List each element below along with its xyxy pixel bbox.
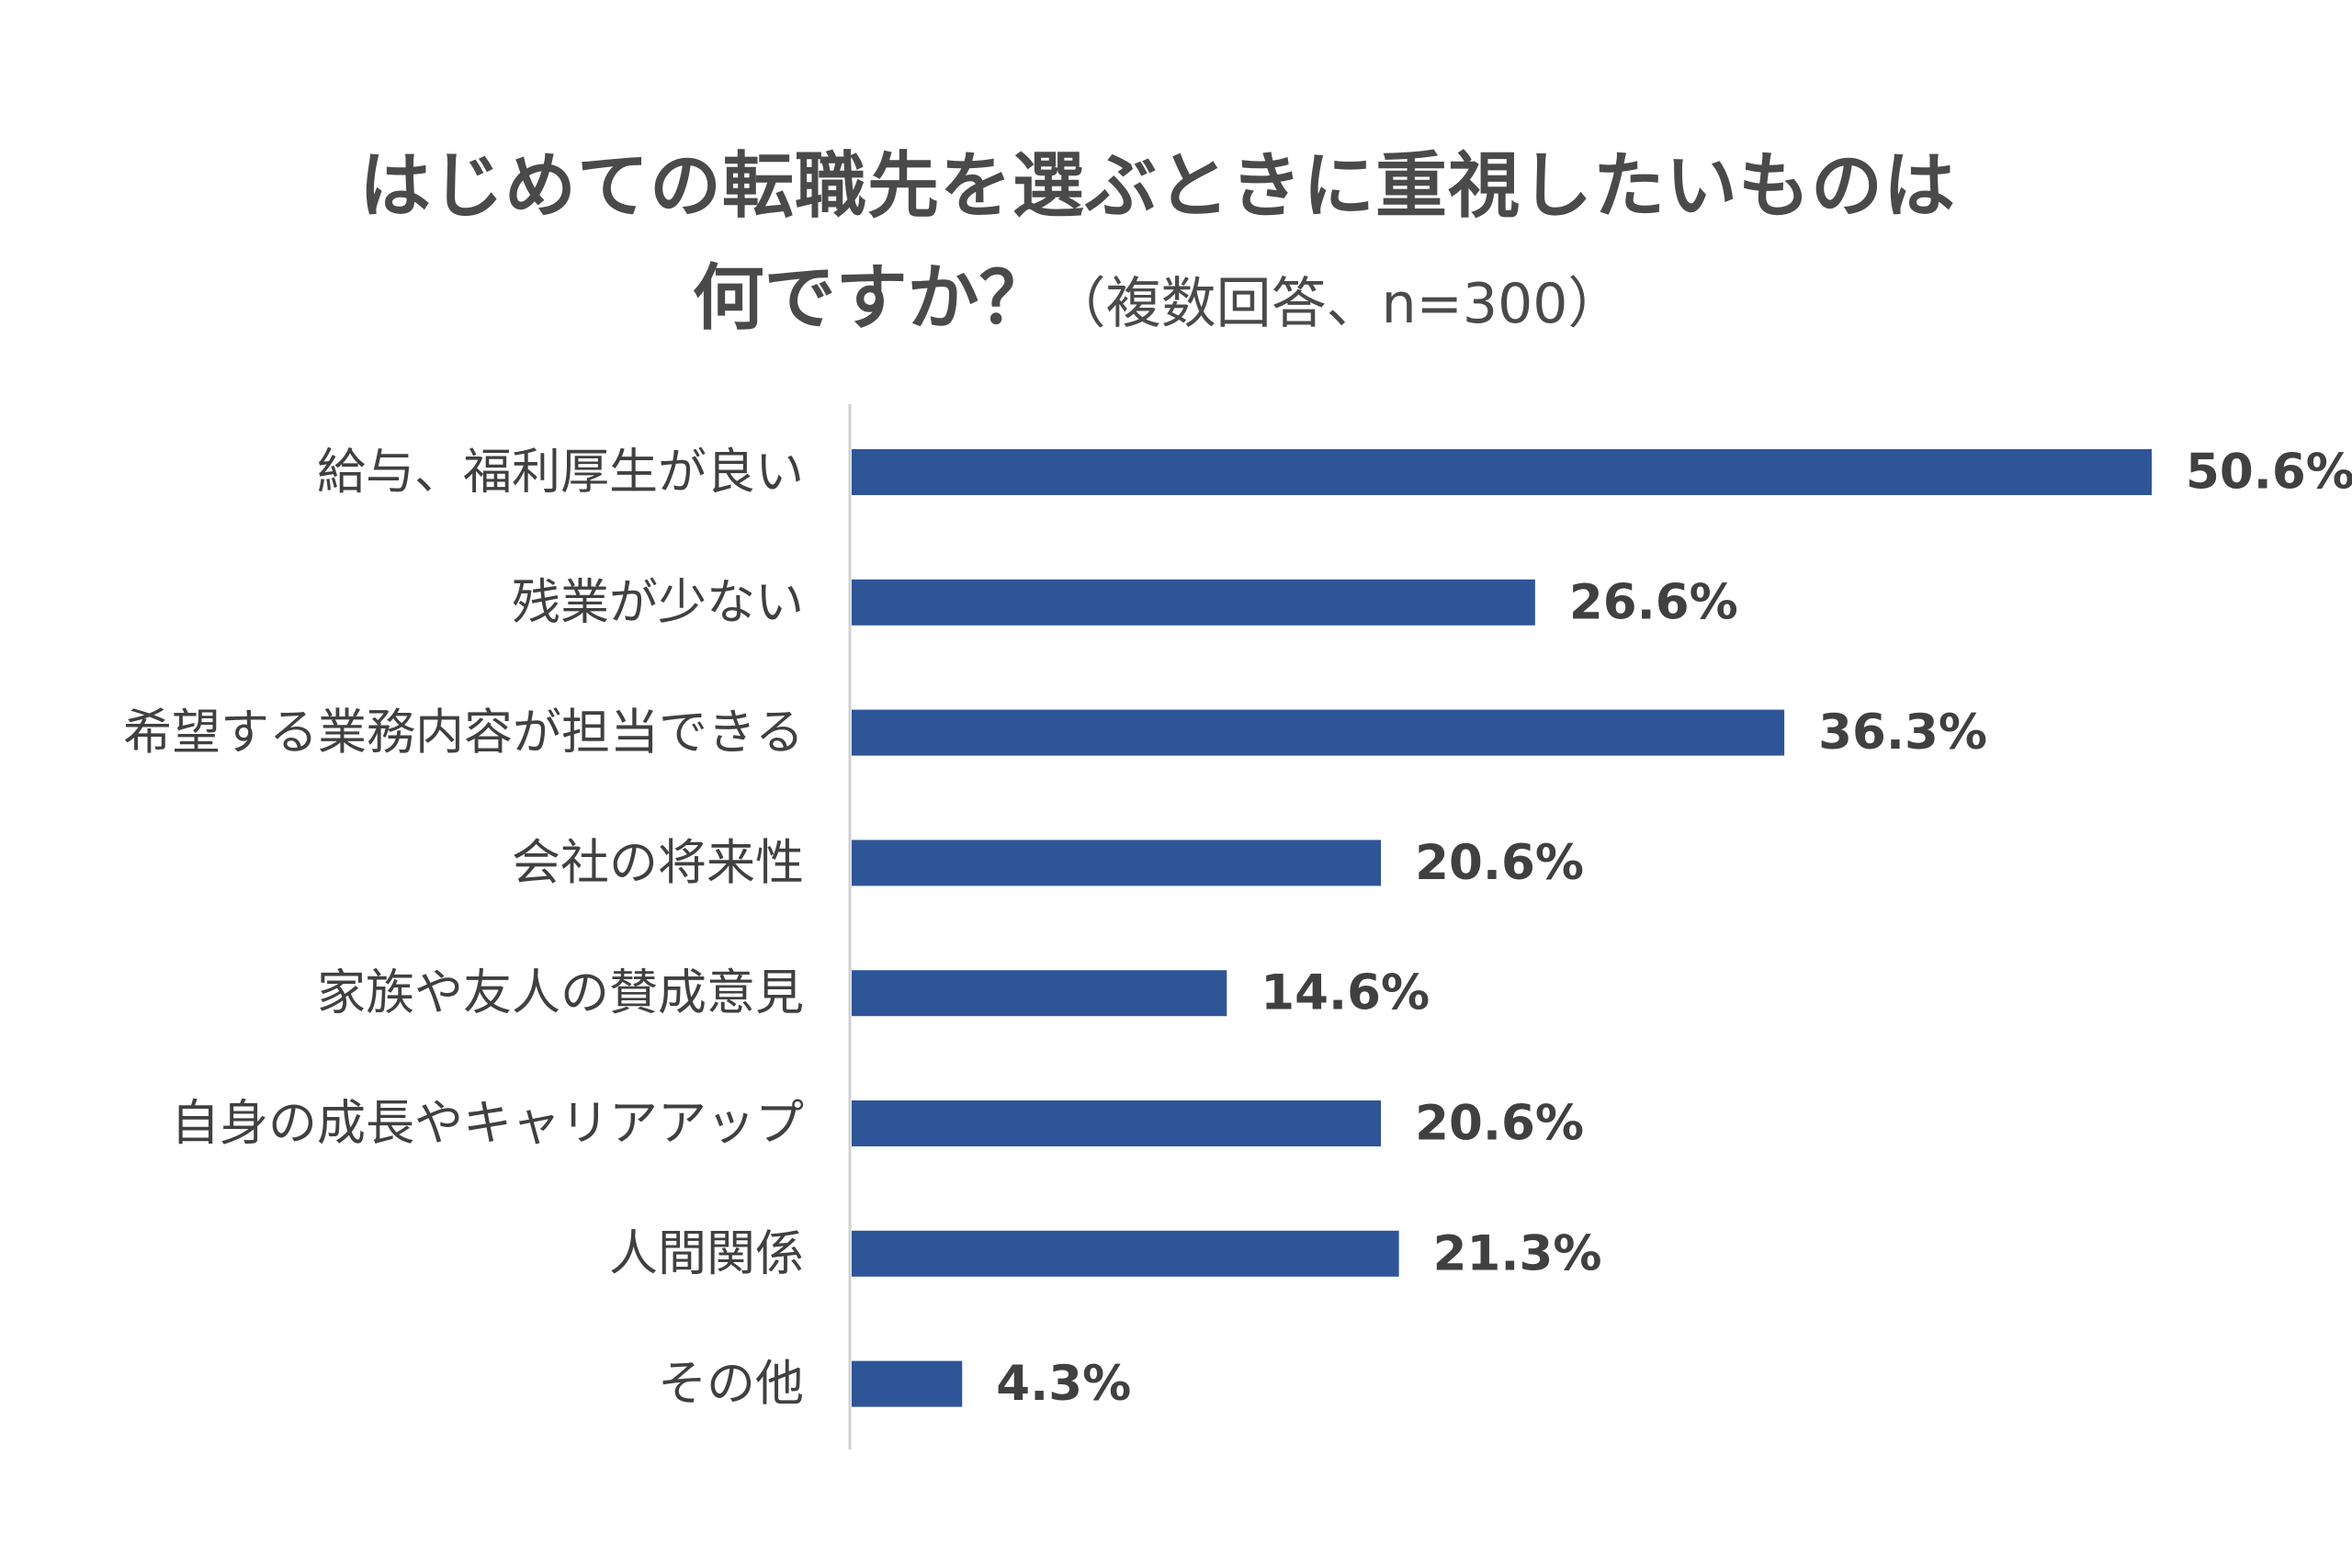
category-label: 自身の成長やキャリアアップ — [171, 1096, 804, 1152]
value-label: 26.6% — [1569, 574, 1738, 630]
value-label: 36.3% — [1818, 705, 1987, 761]
category-label: 希望する業務内容が担当できる — [123, 705, 804, 761]
category-label: 給与、福利厚生が良い — [317, 445, 804, 501]
category-label: 会社の将来性 — [512, 835, 804, 891]
chart-title-text-2: 何ですか？ — [692, 257, 1051, 340]
category-label: 残業が少ない — [512, 574, 804, 630]
category-label: 家族や友人の賛成意見 — [317, 965, 804, 1021]
chart-title-line-1: はじめての転職先を選ぶときに重視したいものは — [0, 129, 2315, 231]
chart-subtitle: （複数回答、n=300） — [1050, 272, 1623, 336]
value-label: 50.6% — [2186, 445, 2352, 501]
bar — [852, 449, 2152, 495]
chart-title-text-1: はじめての転職先を選ぶときに重視したいものは — [358, 145, 1956, 228]
category-label: その他 — [658, 1356, 804, 1412]
bar — [852, 579, 1535, 626]
value-label: 14.6% — [1261, 965, 1430, 1021]
bar — [852, 1230, 1399, 1277]
bar — [852, 1100, 1382, 1146]
category-label: 人間関係 — [609, 1225, 804, 1281]
bar — [852, 840, 1382, 886]
bar — [852, 1360, 963, 1407]
value-label: 4.3% — [996, 1356, 1131, 1412]
bar — [852, 970, 1227, 1017]
value-label: 21.3% — [1433, 1225, 1602, 1281]
bar — [852, 709, 1785, 756]
value-label: 20.6% — [1415, 1096, 1584, 1152]
chart-title-line-2: 何ですか？（複数回答、n=300） — [0, 241, 2315, 344]
value-label: 20.6% — [1415, 835, 1584, 891]
bars-group: 給与、福利厚生が良い 50.6% 残業が少ない 26.6% 希望する業務内容が担当できる… — [123, 445, 2352, 1413]
